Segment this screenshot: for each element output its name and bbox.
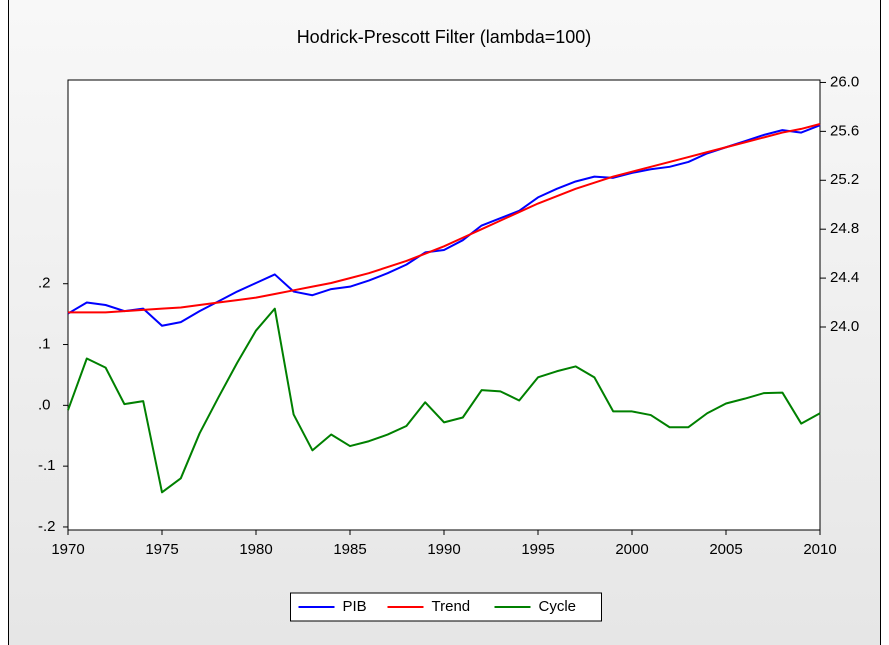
x-tick-label: 1985 [333,541,366,558]
y2-tick-label: 24.4 [830,269,859,286]
chart-title: Hodrick-Prescott Filter (lambda=100) [297,27,592,47]
y2-tick-label: 25.6 [830,122,859,139]
y-tick-label: -.1 [38,457,56,474]
y-tick-label: .0 [38,396,51,413]
y-tick-label: -.2 [38,518,56,535]
x-tick-label: 2005 [709,541,742,558]
x-tick-label: 1970 [51,541,84,558]
x-tick-label: 1980 [239,541,272,558]
legend-label: Trend [432,598,471,615]
x-tick-label: 1975 [145,541,178,558]
x-tick-label: 2010 [803,541,836,558]
x-tick-label: 2000 [615,541,648,558]
y2-tick-label: 24.0 [830,318,859,335]
y2-tick-label: 26.0 [830,73,859,90]
legend-label: Cycle [539,598,577,615]
x-tick-label: 1990 [427,541,460,558]
plot-area [67,79,821,531]
y2-tick-label: 25.2 [830,171,859,188]
legend-label: PIB [343,598,367,615]
series-line [68,123,821,314]
x-tick-label: 1995 [521,541,554,558]
y-tick-label: .1 [38,335,51,352]
y2-tick-label: 24.8 [830,220,859,237]
y-tick-label: .2 [38,275,51,292]
series-line [67,124,821,327]
series-line [67,307,821,494]
legend-box [290,592,602,622]
